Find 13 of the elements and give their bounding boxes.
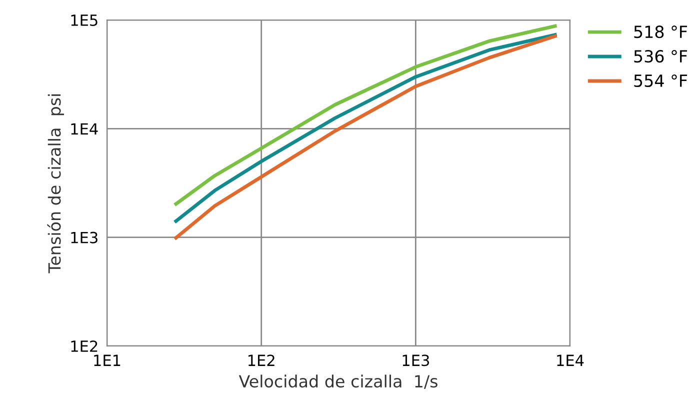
legend-label: 536 °F xyxy=(634,50,688,63)
x-axis-title: Velocidad de cizalla 1/s xyxy=(238,374,438,389)
y-tick-label: 1E4 xyxy=(71,123,98,134)
y-axis-title: Tensión de cizalla psi xyxy=(47,94,64,274)
x-tick-label: 1E1 xyxy=(94,354,120,366)
legend-label: 518 °F xyxy=(634,26,688,38)
legend-label: 554 °F xyxy=(634,74,688,88)
x-tick-label: 1E2 xyxy=(248,354,274,366)
x-tick-label: 1E4 xyxy=(557,354,584,366)
x-tick-label: 1E3 xyxy=(402,354,429,366)
y-tick-label: 1E2 xyxy=(71,340,98,352)
y-tick-label: 1E5 xyxy=(71,14,98,26)
y-tick-label: 1E3 xyxy=(71,232,98,244)
